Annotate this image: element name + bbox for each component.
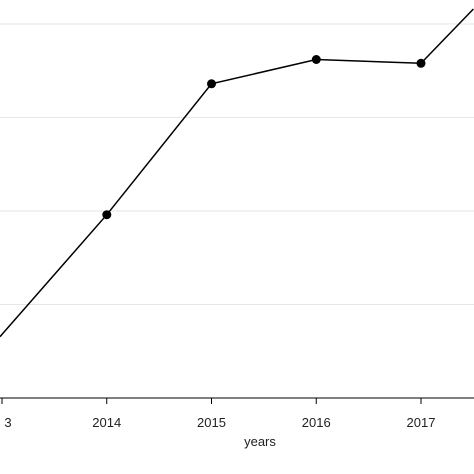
data-markers [102, 55, 426, 220]
series-line-group [0, 8, 474, 338]
x-tick-label: 3 [4, 415, 11, 430]
x-axis-ticks: 3 2014 2015 2016 2017 [1, 398, 436, 430]
x-tick-label: 2017 [407, 415, 436, 430]
data-point [207, 79, 216, 89]
data-point [102, 210, 112, 220]
x-tick-label: 2014 [92, 415, 121, 430]
x-tick-label: 2015 [197, 415, 226, 430]
data-point [311, 55, 321, 64]
x-tick-label: 2016 [302, 415, 331, 430]
x-axis-label: years [244, 434, 276, 449]
gridlines [0, 23, 474, 305]
series-line [0, 8, 474, 338]
data-point [416, 58, 426, 68]
